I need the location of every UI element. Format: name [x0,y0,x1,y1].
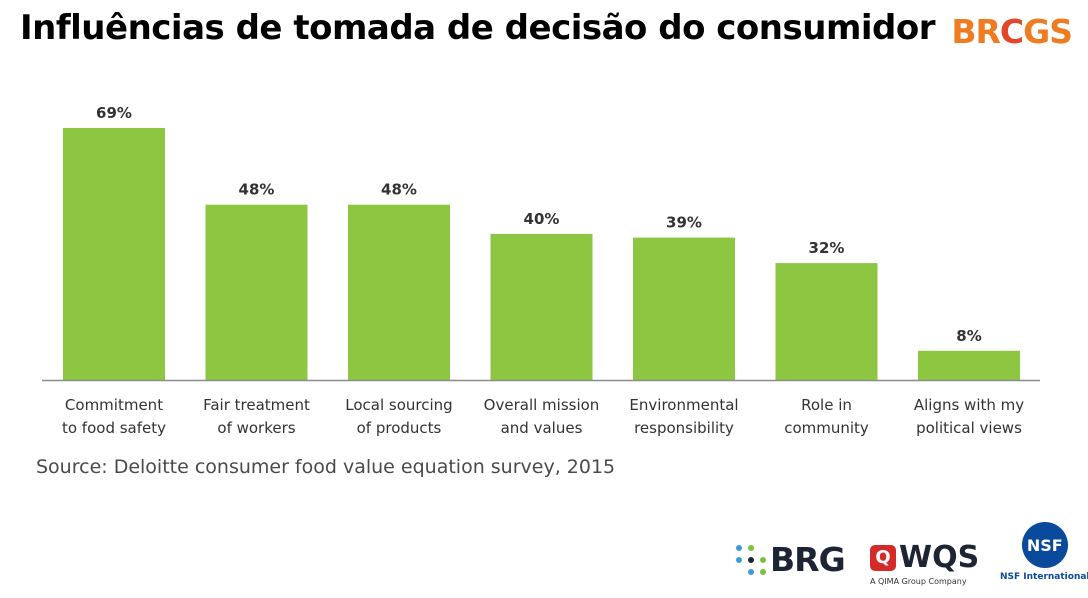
category-label: Local sourcing [345,396,452,414]
category-label: of workers [217,419,295,437]
dot-grid-icon [736,544,766,575]
data-label: 8% [956,327,981,345]
category-label: and values [501,419,583,437]
brcgs-logo: BRCGS [951,12,1073,51]
bar [918,350,1020,380]
dot-icon [760,556,766,563]
dot-icon [736,556,742,563]
bar [775,263,878,380]
wqs-logo: Q WQS A QIMA Group Company [870,540,980,586]
category-label: Environmental [629,396,738,414]
bar [633,237,735,380]
nsf-seal-icon: NSF [1021,522,1068,568]
category-label: to food safety [62,419,166,437]
category-label: responsibility [634,419,734,437]
data-label: 48% [239,181,275,199]
category-label: Commitment [65,396,163,414]
category-label: community [784,419,869,437]
data-label: 32% [809,239,845,257]
data-label: 48% [381,181,417,199]
nsf-logo: NSF NSF International [1000,522,1088,582]
page-title: Influências de tomada de decisão do cons… [20,8,936,48]
nsf-subtitle: NSF International [1000,572,1088,582]
category-label: Aligns with my [914,396,1024,414]
source-note: Source: Deloitte consumer food value equ… [36,456,616,478]
dot-icon [748,544,754,551]
dot-icon [760,568,766,575]
bar [348,204,450,380]
data-label: 69% [96,104,132,122]
wqs-subtitle: A QIMA Group Company [870,577,967,586]
brg-logo: BRG [736,540,846,579]
category-label: political views [916,419,1022,437]
dot-icon [748,556,754,563]
category-label: Overall mission [484,396,600,414]
bar [63,128,165,380]
bar [490,233,593,380]
category-label: Fair treatment [203,396,310,414]
dot-icon [748,568,754,575]
bar [205,204,308,380]
qima-q-icon: Q [870,544,896,571]
data-label: 39% [666,214,702,232]
data-label: 40% [524,210,560,228]
dot-icon [736,544,742,551]
category-label: of products [357,419,442,437]
category-label: Role in [801,396,852,414]
